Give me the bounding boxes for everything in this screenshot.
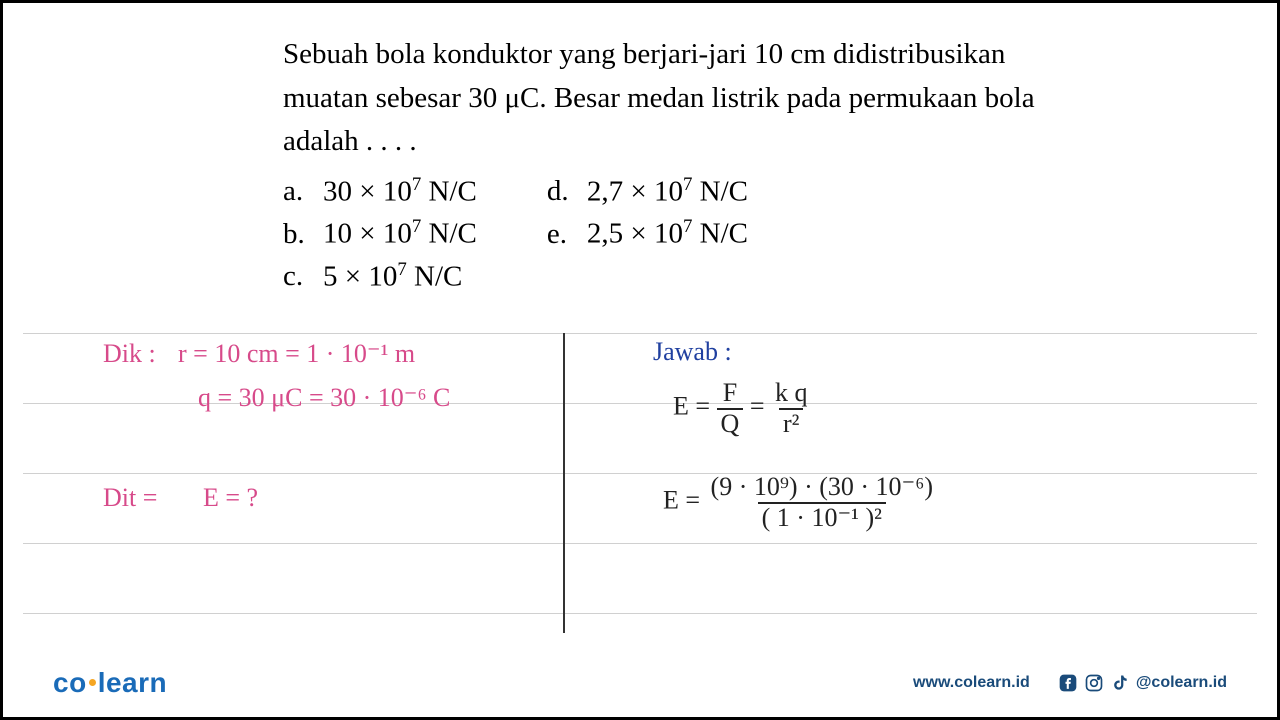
question-text: Sebuah bola konduktor yang berjari-jari … xyxy=(283,33,1037,164)
option-letter: a. xyxy=(283,175,323,208)
work-area: Dik : r = 10 cm = 1 · 10⁻¹ m q = 30 μC =… xyxy=(3,333,1277,653)
option-letter: b. xyxy=(283,218,323,251)
option-e: e. 2,5 × 107 N/C xyxy=(547,216,748,251)
social-handle: @colearn.id xyxy=(1136,674,1227,692)
option-a: a. 30 × 107 N/C xyxy=(283,174,477,209)
logo-dot-icon xyxy=(89,679,96,686)
facebook-icon xyxy=(1058,673,1078,693)
ruled-line xyxy=(23,473,1257,474)
option-value: 2,7 × 107 N/C xyxy=(587,174,748,209)
option-value: 2,5 × 107 N/C xyxy=(587,216,748,251)
footer-right: www.colearn.id @colearn.id xyxy=(913,673,1227,693)
options-container: a. 30 × 107 N/C b. 10 × 107 N/C c. 5 × 1… xyxy=(283,174,1237,294)
option-letter: c. xyxy=(283,260,323,293)
tiktok-icon xyxy=(1110,673,1130,693)
dik-r: r = 10 cm = 1 · 10⁻¹ m xyxy=(178,339,415,369)
social-icons: @colearn.id xyxy=(1058,673,1227,693)
eq1: E = FQ = k qr² xyxy=(673,379,812,438)
option-value: 30 × 107 N/C xyxy=(323,174,477,209)
option-letter: e. xyxy=(547,218,587,251)
option-letter: d. xyxy=(547,175,587,208)
option-c: c. 5 × 107 N/C xyxy=(283,259,477,294)
brand-logo: colearn xyxy=(53,667,167,699)
option-d: d. 2,7 × 107 N/C xyxy=(547,174,748,209)
eq2: E = (9 · 10⁹) · (30 · 10⁻⁶)( 1 · 10⁻¹ )² xyxy=(663,473,937,532)
instagram-icon xyxy=(1084,673,1104,693)
dik-label: Dik : xyxy=(103,339,156,369)
ruled-line xyxy=(23,333,1257,334)
options-right-column: d. 2,7 × 107 N/C e. 2,5 × 107 N/C xyxy=(547,174,748,294)
divider-vertical xyxy=(563,333,565,633)
options-left-column: a. 30 × 107 N/C b. 10 × 107 N/C c. 5 × 1… xyxy=(283,174,477,294)
dik-q: q = 30 μC = 30 · 10⁻⁶ C xyxy=(198,383,450,413)
jawab-label: Jawab : xyxy=(653,337,732,367)
dit-label: Dit = xyxy=(103,483,157,513)
ruled-line xyxy=(23,613,1257,614)
footer-url: www.colearn.id xyxy=(913,674,1030,692)
option-b: b. 10 × 107 N/C xyxy=(283,216,477,251)
dit-value: E = ? xyxy=(203,483,258,513)
footer: colearn www.colearn.id @colearn.id xyxy=(3,667,1277,699)
option-value: 10 × 107 N/C xyxy=(323,216,477,251)
ruled-line xyxy=(23,543,1257,544)
option-value: 5 × 107 N/C xyxy=(323,259,462,294)
